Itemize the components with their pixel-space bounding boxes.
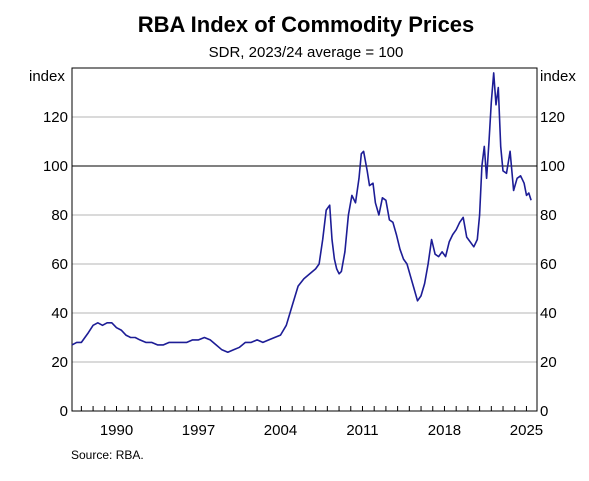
plot-frame — [71, 67, 538, 412]
chart-subtitle: SDR, 2023/24 average = 100 — [208, 44, 404, 61]
x-tick-label: 1990 — [100, 422, 133, 439]
y-axis-label-left: index — [29, 68, 65, 85]
series-line — [71, 72, 532, 354]
y-tick-label-right: 120 — [540, 109, 565, 126]
y-tick-label-right: 20 — [540, 354, 557, 371]
plot-area — [71, 72, 532, 354]
tick-labels: 0 0 20 20 40 40 60 60 80 80 100 100 120 120 1990 1997 20… — [43, 109, 565, 439]
y-axis-label-right: index — [540, 68, 576, 85]
axes — [71, 67, 538, 412]
y-tick-label-left: 0 — [60, 403, 68, 420]
gridlines — [72, 116, 537, 363]
y-tick-label-right: 0 — [540, 403, 548, 420]
y-tick-label-left: 20 — [51, 354, 68, 371]
y-tick-label-left: 60 — [51, 256, 68, 273]
y-tick-label-left: 120 — [43, 109, 68, 126]
x-tick-label: 2025 — [510, 422, 543, 439]
source-note: Source: RBA. — [71, 448, 144, 462]
x-tick-label: 1997 — [182, 422, 215, 439]
y-tick-label-left: 40 — [51, 305, 68, 322]
x-tick-label: 2018 — [428, 422, 461, 439]
y-tick-label-left: 100 — [43, 158, 68, 175]
y-tick-label-right: 100 — [540, 158, 565, 175]
x-tick-label: 2011 — [346, 422, 378, 439]
x-tick-label: 2004 — [264, 422, 297, 439]
y-tick-label-right: 80 — [540, 207, 557, 224]
chart-title: RBA Index of Commodity Prices — [137, 12, 475, 37]
y-tick-label-right: 40 — [540, 305, 557, 322]
y-tick-label-left: 80 — [51, 207, 68, 224]
y-tick-label-right: 60 — [540, 256, 557, 273]
